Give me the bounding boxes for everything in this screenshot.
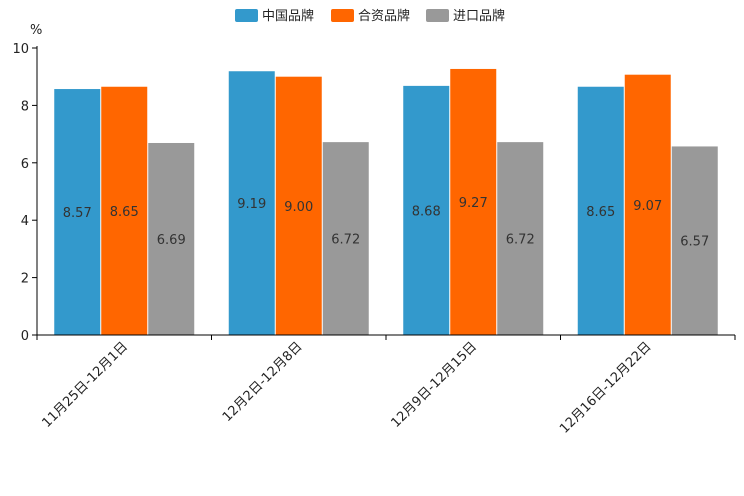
bar-value-label: 9.00 <box>284 200 313 215</box>
y-tick-label: 6 <box>21 157 29 172</box>
x-tick-label: 11月25日-12月1日 <box>39 339 131 431</box>
bar-value-label: 6.69 <box>157 233 186 248</box>
legend-swatch <box>426 9 449 22</box>
bar-value-label: 8.65 <box>110 205 139 220</box>
bar-value-label: 8.57 <box>63 206 92 221</box>
bar <box>671 146 718 335</box>
y-axis: 0 2 4 6 8 10 <box>12 42 38 344</box>
x-tick-label: 12月2日-12月8日 <box>220 339 306 425</box>
bar <box>148 142 195 335</box>
legend-swatch <box>235 9 258 22</box>
x-tick-label: 12月16日-12月22日 <box>557 339 654 436</box>
bar <box>275 76 322 335</box>
y-tick-label: 4 <box>21 214 29 229</box>
bar <box>228 71 275 335</box>
y-tick-label: 10 <box>12 42 29 57</box>
bar-value-label: 6.72 <box>331 233 360 248</box>
bar <box>403 85 450 335</box>
legend-label: 中国品牌 <box>262 8 314 24</box>
bars: 8.57 8.65 6.69 9.19 9.00 6.72 8.68 9.27 6.72 8.65… <box>54 68 718 336</box>
y-tick-label: 8 <box>21 99 29 114</box>
legend-swatch <box>331 9 354 22</box>
bar-value-label: 8.68 <box>412 204 441 219</box>
bar-value-label: 6.57 <box>680 235 709 250</box>
x-tick-label: 12月9日-12月15日 <box>388 339 480 431</box>
y-axis-unit-label: % <box>30 23 42 38</box>
bar <box>450 68 497 336</box>
legend: 中国品牌 合资品牌 进口品牌 <box>235 8 505 24</box>
bar-value-label: 9.19 <box>237 197 266 212</box>
legend-label: 合资品牌 <box>358 8 410 24</box>
bar <box>577 86 624 336</box>
bar <box>101 86 148 336</box>
bar <box>497 142 544 335</box>
bar-value-label: 9.27 <box>459 196 488 211</box>
bar <box>322 142 369 335</box>
y-tick-label: 0 <box>21 329 29 344</box>
legend-label: 进口品牌 <box>453 8 505 24</box>
bar-value-label: 8.65 <box>586 205 615 220</box>
bar <box>54 89 101 335</box>
bar-value-label: 6.72 <box>506 233 535 248</box>
y-tick-label: 2 <box>21 272 29 287</box>
bar-value-label: 9.07 <box>633 199 662 214</box>
x-axis: 11月25日-12月1日 12月2日-12月8日 12月9日-12月15日 12月16… <box>36 334 736 437</box>
bar <box>624 74 671 335</box>
